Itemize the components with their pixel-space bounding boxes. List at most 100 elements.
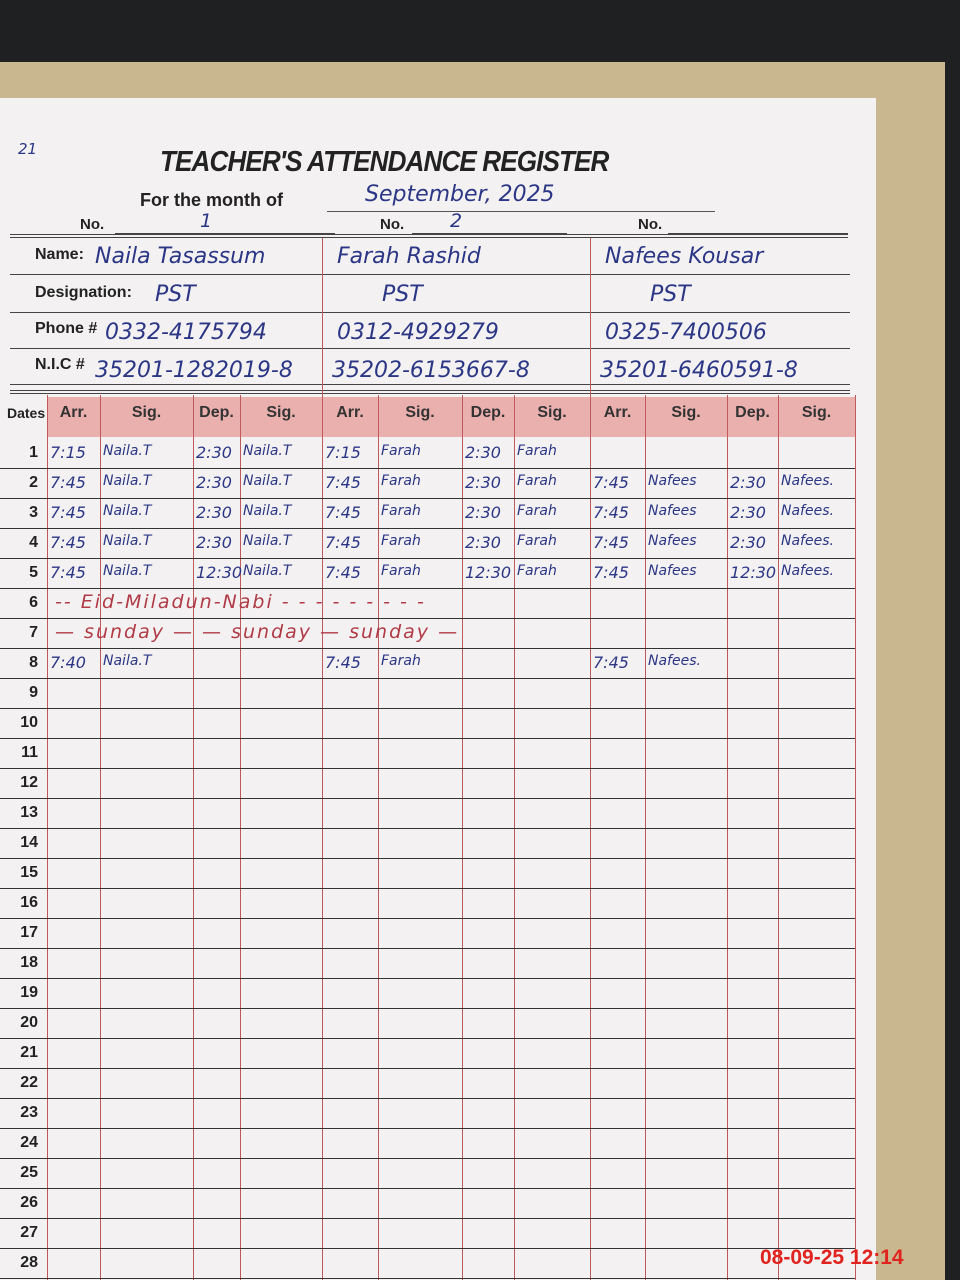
teacher-nic: 35201-1282019-8 [95, 358, 293, 383]
attendance-cell: 7:45 [325, 563, 361, 582]
date-number: 22 [20, 1074, 38, 1091]
attendance-cell: 7:45 [593, 473, 629, 492]
attendance-cell: Farah [517, 473, 557, 489]
attendance-cell: Nafees [648, 503, 697, 519]
attendance-cell: 2:30 [730, 503, 766, 522]
date-number: 4 [29, 534, 38, 551]
column-header: Sig. [266, 404, 296, 421]
month-value: September, 2025 [365, 182, 555, 207]
date-number: 5 [29, 564, 38, 581]
register-page: 21 TEACHER'S ATTENDANCE REGISTER For the… [0, 98, 876, 1280]
date-number: 25 [20, 1164, 38, 1181]
attendance-cell: 2:30 [196, 503, 232, 522]
teacher-nic: 35201-6460591-8 [600, 358, 798, 383]
date-number: 23 [20, 1104, 38, 1121]
designation-label: Designation: [35, 284, 132, 301]
number-label: No. [638, 216, 663, 233]
attendance-cell: 7:40 [50, 653, 86, 672]
attendance-cell: Naila.T [103, 533, 152, 549]
attendance-cell: 12:30 [196, 563, 243, 582]
date-number: 19 [20, 984, 38, 1001]
attendance-cell: Nafees. [781, 473, 834, 489]
attendance-cell: 7:45 [50, 533, 86, 552]
attendance-cell: Farah [381, 473, 421, 489]
attendance-cell: 7:45 [325, 653, 361, 672]
date-number: 12 [20, 774, 38, 791]
table-header-row [47, 397, 855, 437]
name-label: Name: [35, 246, 84, 263]
teacher-number: 1 [200, 210, 213, 232]
date-number: 26 [20, 1194, 38, 1211]
teacher-nic: 35202-6153667-8 [332, 358, 530, 383]
column-header: Sig. [405, 404, 435, 421]
attendance-cell: 7:45 [325, 533, 361, 552]
attendance-cell: Naila.T [243, 443, 292, 459]
attendance-cell: 2:30 [465, 443, 501, 462]
date-number: 15 [20, 864, 38, 881]
teacher-name: Naila Tasassum [95, 244, 266, 269]
page-title: TEACHER'S ATTENDANCE REGISTER [160, 146, 609, 178]
attendance-cell: Nafees [648, 533, 697, 549]
date-number: 28 [20, 1254, 38, 1271]
column-header: Sig. [801, 404, 832, 421]
phone-label: Phone # [35, 320, 98, 337]
attendance-cell: 7:45 [325, 503, 361, 522]
date-number: 20 [20, 1014, 38, 1031]
attendance-cell: Farah [517, 443, 557, 459]
attendance-cell: Farah [381, 563, 421, 579]
attendance-cell: 7:45 [593, 653, 629, 672]
attendance-cell: 2:30 [465, 533, 501, 552]
attendance-cell: 2:30 [196, 533, 232, 552]
date-number: 10 [20, 714, 38, 731]
attendance-cell: 7:15 [50, 443, 86, 462]
date-number: 14 [20, 834, 38, 851]
number-label: No. [380, 216, 405, 233]
row-note: — sunday — — sunday — sunday — [55, 621, 460, 643]
photo-timestamp: 08-09-25 12:14 [760, 1246, 904, 1269]
attendance-cell: Nafees. [781, 563, 834, 579]
corner-mark: 21 [18, 140, 38, 158]
attendance-cell: Naila.T [103, 503, 152, 519]
attendance-cell: Farah [381, 503, 421, 519]
attendance-cell: 2:30 [465, 503, 501, 522]
date-number: 13 [20, 804, 38, 821]
date-number: 17 [20, 924, 38, 941]
column-header: Arr. [336, 404, 364, 421]
attendance-cell: Nafees [648, 563, 697, 579]
attendance-cell: Naila.T [103, 473, 152, 489]
attendance-cell: 2:30 [730, 533, 766, 552]
column-header: Sig. [537, 404, 567, 421]
number-label: No. [80, 216, 105, 233]
attendance-cell: Naila.T [243, 503, 292, 519]
attendance-cell: Nafees. [648, 653, 701, 669]
attendance-cell: 7:45 [50, 503, 86, 522]
teacher-name: Farah Rashid [337, 244, 481, 269]
attendance-cell: 12:30 [730, 563, 777, 582]
column-header: Dep. [735, 404, 770, 421]
teacher-designation: PST [155, 282, 196, 307]
attendance-cell: Farah [517, 533, 557, 549]
column-header: Sig. [671, 404, 701, 421]
attendance-cell: Naila.T [243, 473, 292, 489]
attendance-cell: Farah [381, 443, 421, 459]
attendance-cell: Naila.T [103, 563, 152, 579]
column-header: Arr. [603, 404, 632, 421]
date-number: 2 [29, 474, 38, 491]
attendance-cell: 2:30 [730, 473, 766, 492]
column-header: Arr. [59, 404, 88, 421]
column-header: Dep. [470, 404, 506, 421]
teacher-name: Nafees Kousar [605, 244, 764, 269]
teacher-number: 2 [450, 210, 463, 232]
date-number: 6 [29, 594, 38, 611]
date-number: 8 [29, 654, 38, 671]
row-note: -- Eid-Miladun-Nabi - - - - - - - - - [55, 591, 426, 613]
date-number: 7 [29, 624, 38, 641]
attendance-cell: Farah [517, 503, 557, 519]
column-header: Dep. [199, 404, 234, 421]
attendance-cell: Naila.T [103, 443, 152, 459]
date-number: 21 [20, 1044, 38, 1061]
attendance-cell: 7:15 [325, 443, 361, 462]
attendance-cell: 7:45 [50, 473, 86, 492]
attendance-cell: Farah [517, 563, 557, 579]
date-number: 18 [20, 954, 38, 971]
